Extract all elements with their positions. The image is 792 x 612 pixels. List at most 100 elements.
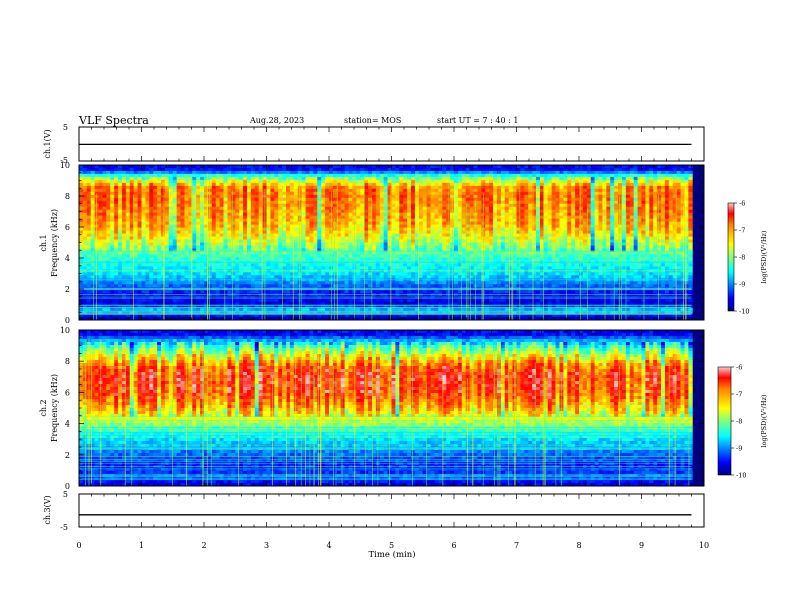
spectrogram-cell bbox=[196, 212, 201, 217]
spectrogram-cell bbox=[321, 170, 326, 175]
spectrogram-cell bbox=[118, 224, 123, 228]
spectrogram-cell bbox=[286, 224, 291, 228]
spectrogram-cell bbox=[204, 245, 209, 249]
spectrogram-cell bbox=[184, 302, 189, 306]
spectrogram-cell bbox=[207, 215, 213, 220]
spectrogram-cell bbox=[325, 179, 330, 184]
spectrogram-cell bbox=[125, 224, 131, 228]
spectrogram-cell bbox=[340, 200, 346, 205]
spectrogram-cell bbox=[325, 239, 330, 243]
spectrogram-cell bbox=[293, 242, 299, 246]
spectrogram-cell bbox=[430, 305, 435, 309]
spectrogram-cell bbox=[414, 233, 420, 237]
spectrogram-cell bbox=[219, 311, 224, 315]
spectrogram-cell bbox=[340, 248, 346, 252]
spectrogram-cell bbox=[211, 290, 217, 294]
spectrogram-cell bbox=[102, 299, 107, 303]
spectrogram-cell bbox=[114, 296, 119, 300]
spectrogram-cell bbox=[118, 257, 123, 261]
spectrogram-cell bbox=[118, 263, 123, 267]
spectrogram-cell bbox=[79, 263, 84, 267]
spectrogram-cell bbox=[371, 266, 377, 270]
spectrogram-cell bbox=[157, 212, 162, 217]
spectrogram-cell bbox=[184, 272, 189, 276]
spectrogram-cell bbox=[223, 215, 228, 220]
spectrogram-cell bbox=[289, 206, 295, 211]
spectrogram-cell bbox=[114, 176, 119, 181]
spectrogram-cell bbox=[344, 209, 349, 214]
spectrogram-cell bbox=[329, 188, 334, 193]
spectrogram-cell bbox=[336, 272, 342, 276]
spectrogram-cell bbox=[414, 305, 420, 309]
spectrogram-cell bbox=[118, 251, 123, 255]
spectrogram-cell bbox=[348, 233, 353, 237]
spectrogram-cell bbox=[293, 284, 299, 288]
spectrogram-cell bbox=[383, 308, 388, 312]
spectrogram-cell bbox=[305, 200, 310, 205]
spectrogram-cell bbox=[430, 221, 435, 226]
spectrogram-cell bbox=[164, 215, 170, 220]
spectrogram-cell bbox=[336, 206, 342, 211]
spectrogram-cell bbox=[192, 173, 197, 178]
spectrogram-cell bbox=[118, 275, 123, 279]
spectrogram-cell bbox=[215, 242, 221, 246]
spectrogram-cell bbox=[387, 185, 392, 190]
spectrogram-cell bbox=[188, 251, 193, 255]
spectrogram-cell bbox=[121, 317, 127, 320]
spectrogram-cell bbox=[356, 251, 361, 255]
spectrogram-cell bbox=[254, 296, 260, 300]
spectrogram-cell bbox=[270, 188, 275, 193]
spectrogram-cell bbox=[407, 281, 412, 285]
spectrogram-cell bbox=[403, 272, 408, 276]
spectrogram-cell bbox=[121, 176, 127, 181]
spectrogram-cell bbox=[414, 170, 420, 175]
spectrogram-cell bbox=[129, 167, 135, 172]
spectrogram-cell bbox=[137, 284, 142, 288]
spectrogram-cell bbox=[110, 299, 115, 303]
spectrogram-cell bbox=[266, 224, 271, 228]
spectrogram-cell bbox=[207, 230, 213, 234]
spectrogram-cell bbox=[278, 299, 283, 303]
spectrogram-cell bbox=[231, 224, 236, 228]
spectrogram-cell bbox=[375, 284, 381, 288]
spectrogram-cell bbox=[348, 206, 353, 211]
spectrogram-cell bbox=[161, 254, 166, 258]
spectrogram-cell bbox=[282, 224, 287, 228]
spectrogram-cell bbox=[137, 293, 142, 297]
spectrogram-cell bbox=[137, 194, 142, 199]
spectrogram-cell bbox=[395, 314, 400, 318]
spectrogram-cell bbox=[329, 179, 334, 184]
spectrogram-cell bbox=[266, 179, 271, 184]
spectrogram-cell bbox=[211, 299, 217, 303]
spectrogram-cell bbox=[332, 251, 338, 255]
spectrogram-cell bbox=[375, 197, 381, 202]
spectrogram-cell bbox=[168, 290, 174, 294]
spectrogram-cell bbox=[340, 170, 346, 175]
spectrogram-cell bbox=[336, 275, 342, 279]
spectrogram-cell bbox=[250, 302, 256, 306]
spectrogram-cell bbox=[317, 218, 322, 223]
spectrogram-cell bbox=[149, 302, 154, 306]
spectrogram-cell bbox=[161, 248, 166, 252]
spectrogram-cell bbox=[309, 182, 314, 187]
spectrogram-cell bbox=[133, 266, 138, 270]
spectrogram-cell bbox=[266, 165, 271, 169]
spectrogram-cell bbox=[270, 251, 275, 255]
spectrogram-cell bbox=[332, 215, 338, 220]
spectrogram-cell bbox=[391, 185, 396, 190]
spectrogram-cell bbox=[368, 245, 373, 249]
spectrogram-cell bbox=[278, 212, 283, 217]
spectrogram-cell bbox=[157, 197, 162, 202]
spectrogram-cell bbox=[243, 317, 248, 320]
spectrogram-cell bbox=[239, 236, 244, 240]
spectrogram-cell bbox=[289, 290, 295, 294]
spectrogram-cell bbox=[153, 281, 158, 285]
spectrogram-cell bbox=[145, 191, 150, 196]
spectrogram-cell bbox=[313, 179, 318, 184]
spectrogram-cell bbox=[391, 245, 396, 249]
spectrogram-cell bbox=[145, 165, 150, 169]
spectrogram-cell bbox=[125, 209, 131, 214]
spectrogram-cell bbox=[211, 179, 217, 184]
spectrogram-cell bbox=[356, 227, 361, 231]
spectrogram-cell bbox=[98, 218, 103, 223]
